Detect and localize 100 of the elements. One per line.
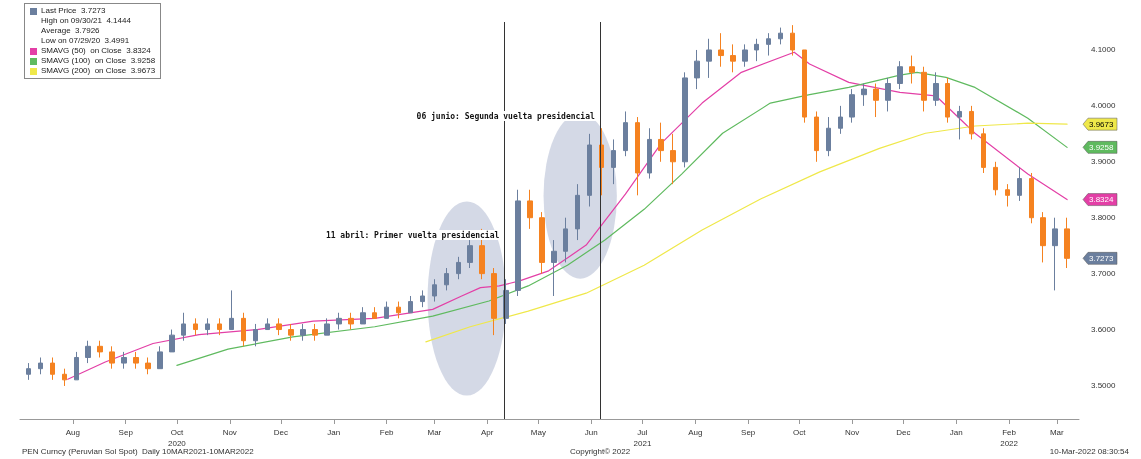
candlestick [957,105,962,140]
candlestick [814,110,819,163]
legend-label: SMAVG (100) on Close 3.9258 [41,56,156,66]
x-tick-label: Nov [222,428,237,437]
candlestick [229,289,234,331]
candlestick [933,71,939,107]
candlestick [897,60,903,90]
x-tick-label: Aug [688,428,703,437]
x-tick-label: Jan [327,428,341,437]
x-tick-label: Mar [427,428,442,437]
candlestick [288,323,294,342]
x-tick-label: Oct 2020 [167,428,187,448]
candlestick [74,351,79,381]
candlestick [181,312,186,342]
y-tick-label: 3.8000 [1091,213,1117,223]
x-tick-label: Jan [949,428,963,437]
y-tick-label: 3.5000 [1091,380,1117,390]
candlestick [778,27,783,45]
x-tick-label: Jun [584,428,598,437]
y-tick-label: 4.1000 [1091,45,1117,55]
candlestick [515,189,521,297]
annotation: Average 3.7926 [41,26,100,36]
candlestick [635,116,640,196]
candlestick [730,43,736,73]
candlestick [217,317,222,336]
candlestick [491,267,497,336]
candlestick [109,345,115,370]
candlestick [456,256,461,280]
candlestick [324,317,330,336]
candlestick [265,317,270,331]
ref-line-label: 11 abril: Primer vuelta presidencial [325,229,500,240]
legend-label: Last Price 3.7273 [41,6,106,16]
candlestick [420,289,425,308]
candlestick [348,312,354,331]
x-tick-label: Dec [273,428,289,437]
candlestick [706,38,712,79]
candlestick [1052,217,1058,291]
candlestick [658,122,664,163]
candlestick [838,105,843,135]
annotation: 3.8324 [1089,195,1115,205]
candlestick [969,105,974,140]
candlestick [885,77,891,112]
text: 10-Mar-2022 08:30:54 [1049,447,1129,456]
candlestick [38,356,43,375]
candlestick [467,239,473,269]
candlestick [300,323,306,342]
candlestick [157,345,163,370]
y-tick-label: 3.6000 [1091,325,1117,335]
y-tick-label: 4.0000 [1091,101,1117,111]
candlestick [276,317,282,336]
x-tick-label: Feb [379,428,395,437]
line-series [176,71,1068,366]
candlestick [623,110,628,157]
candlestick [121,351,127,370]
x-tick-label: Sep [741,428,756,437]
candlestick [85,340,91,364]
x-tick-label: Nov [845,428,860,437]
candlestick [861,83,867,107]
candlestick [575,183,580,241]
candlestick [981,127,986,174]
candlestick [444,267,449,291]
candlestick [587,133,592,208]
candlestick [1064,217,1070,269]
ref-line-label: 06 junio: Segunda vuelta presidencial [416,110,595,121]
candlestick [742,43,748,68]
candlestick [372,306,377,319]
annotation: 3.9673 [1089,119,1115,129]
x-tick-label: Jul 2021 [633,428,652,448]
candlestick [539,211,545,275]
candlestick [766,32,771,57]
candlestick [432,278,437,303]
x-tick-label: Aug [65,428,80,437]
candlestick [1005,183,1010,208]
text: Copyright© 2022 [570,447,631,456]
x-tick-label: Mar [1049,428,1065,437]
candlestick [253,323,258,347]
candlestick [849,88,855,124]
candlestick [396,301,401,319]
candlestick [360,306,366,325]
candlestick [527,189,533,230]
candlestick [682,71,688,168]
candlestick [205,317,210,336]
candlestick [408,295,413,314]
x-tick-label: Feb 2022 [1000,428,1019,448]
x-tick-label: Apr [481,428,494,437]
candlestick [62,368,67,387]
candlestick [945,77,950,124]
candlestick [993,161,998,196]
legend-label: SMAVG (200) on Close 3.9673 [41,66,156,76]
candlestick [551,239,557,297]
candlestick [312,323,318,342]
text: PEN Curncy (Peruvian Sol Spot) Daily 10MAR2021-10MAR2022 [22,447,254,456]
x-tick-label: Oct [793,428,807,437]
candlestick [193,317,198,336]
y-tick-label: 3.9000 [1091,157,1117,167]
annotation: 3.7273 [1089,253,1115,263]
candlestick [754,38,759,62]
candlestick [133,351,139,370]
candlestick [1040,211,1046,263]
candlestick [647,127,652,180]
